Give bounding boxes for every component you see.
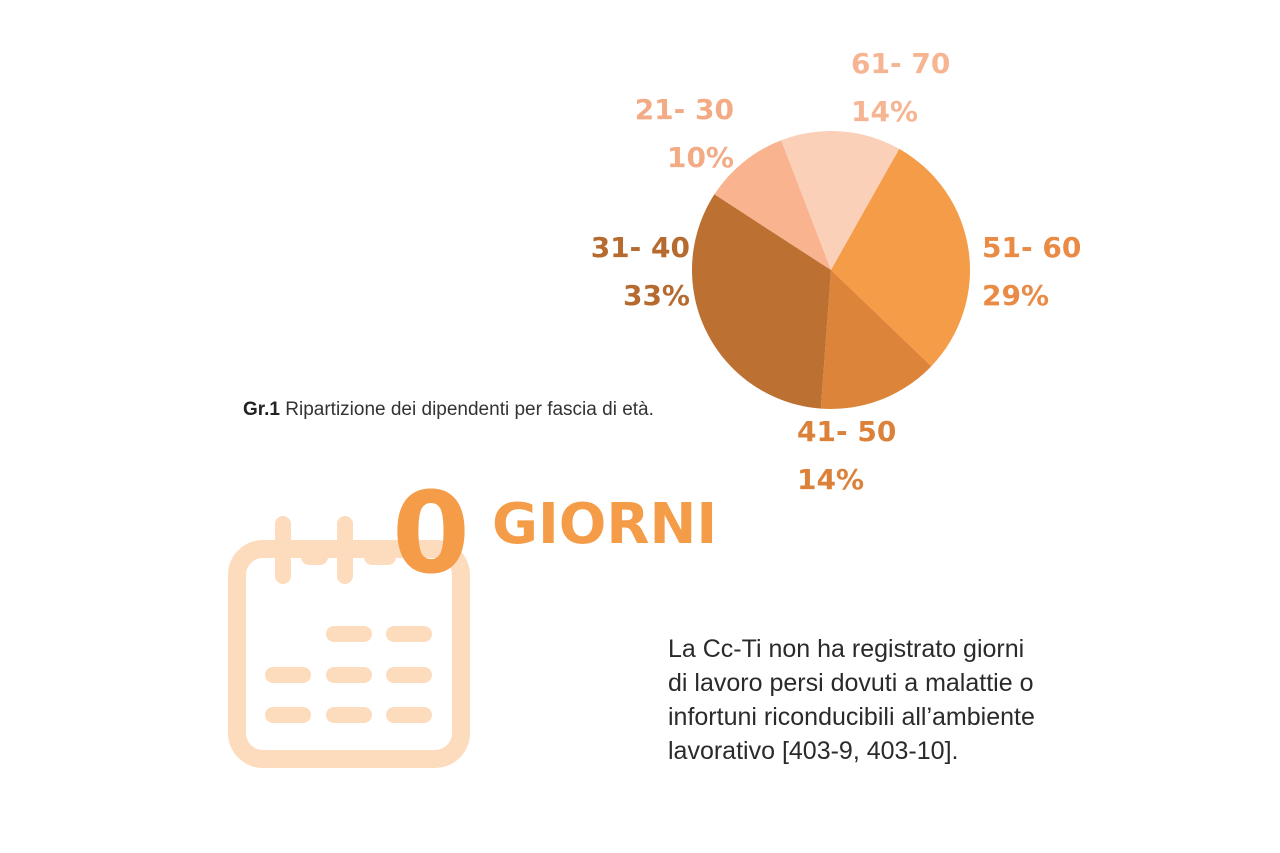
pie-label-41-50: 41- 50 14% [797, 418, 896, 494]
pie-label-percent: 10% [666, 141, 734, 174]
pie-label-range: 41- 50 [797, 415, 897, 448]
pie-label-61-70: 61- 70 14% [851, 50, 950, 126]
pie-label-31-40: 31- 40 33% [591, 234, 690, 310]
pie-label-percent: 14% [797, 463, 865, 496]
pie-slice-21-30 [714, 140, 831, 270]
pie-slice-41-50 [820, 270, 932, 410]
caption-prefix: Gr.1 [243, 399, 280, 420]
pie-label-range: 61- 70 [851, 47, 951, 80]
days-unit-label: GIORNI [492, 492, 718, 557]
chart-caption: Gr.1 Ripartizione dei dipendenti per fas… [243, 399, 654, 421]
pie-label-percent: 14% [851, 95, 919, 128]
pie-label-21-30: 21- 30 10% [635, 96, 734, 172]
zero-days-number: 0 [392, 469, 470, 599]
pie-label-percent: 29% [982, 279, 1050, 312]
pie-label-51-60: 51- 60 29% [982, 234, 1081, 310]
pie-slice-51-60 [831, 148, 971, 367]
pie-slice-61-70 [781, 130, 900, 270]
pie-label-percent: 33% [622, 279, 690, 312]
pie-label-range: 31- 40 [590, 231, 690, 264]
pie-label-range: 51- 60 [982, 231, 1082, 264]
caption-text: Ripartizione dei dipendenti per fascia d… [285, 399, 654, 420]
body-paragraph: La Cc-Ti non ha registrato giorni di lav… [668, 635, 1035, 765]
pie-label-range: 21- 30 [634, 93, 734, 126]
pie-slice-31-40 [691, 194, 831, 409]
